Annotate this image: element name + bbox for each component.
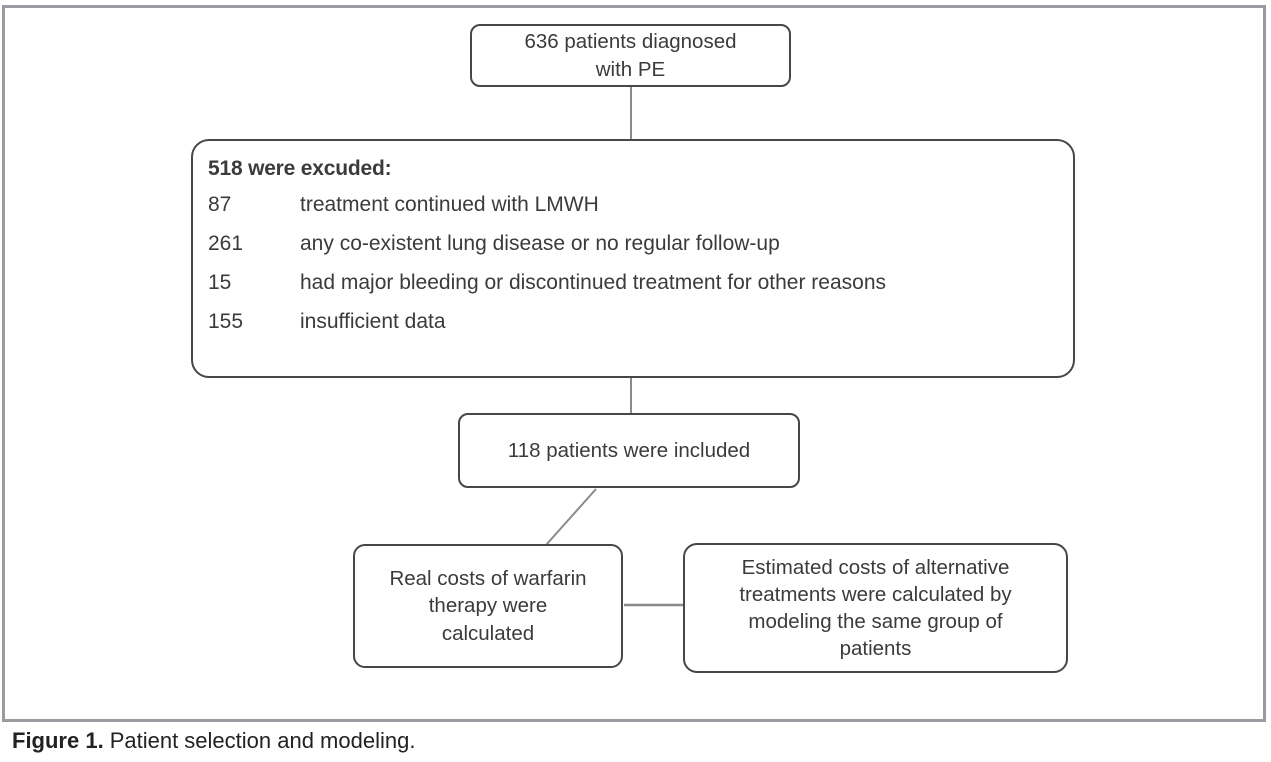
exclusion-row: 155 insufficient data xyxy=(208,310,1053,334)
figure-caption-label: Figure 1. xyxy=(12,728,104,753)
exclusion-reason: any co-existent lung disease or no regul… xyxy=(300,232,780,255)
exclusion-reason: insufficient data xyxy=(300,310,446,333)
exclusion-row: 15 had major bleeding or discontinued tr… xyxy=(208,271,1053,295)
exclusion-reason: had major bleeding or discontinued treat… xyxy=(300,271,887,294)
exclusion-count: 87 xyxy=(208,193,232,216)
exclusion-count: 261 xyxy=(208,232,244,255)
exclusion-count: 15 xyxy=(208,271,232,294)
included-patients-text: 118 patients were included xyxy=(507,438,751,462)
real-costs-box: Real costs of warfarin therapy were calc… xyxy=(353,544,623,668)
figure-caption-text: Patient selection and modeling. xyxy=(109,728,416,753)
exclusion-count: 155 xyxy=(208,310,244,333)
exclusion-reason: treatment continued with LMWH xyxy=(300,193,599,216)
real-costs-text: Real costs of warfarin therapy were calc… xyxy=(389,567,587,645)
figure-caption: Figure 1. Patient selection and modeling. xyxy=(12,728,415,754)
diagnosed-patients-text: 636 patients diagnosed with PE xyxy=(524,30,737,81)
estimated-costs-box: Estimated costs of alternative treatment… xyxy=(683,543,1068,673)
excluded-header: 518 were excuded: xyxy=(208,157,392,180)
included-patients-box: 118 patients were included xyxy=(458,413,800,488)
exclusion-row: 261 any co-existent lung disease or no r… xyxy=(208,232,1053,256)
diagnosed-patients-box: 636 patients diagnosed with PE xyxy=(470,24,791,87)
estimated-costs-text: Estimated costs of alternative treatment… xyxy=(739,555,1012,661)
exclusion-row: 87 treatment continued with LMWH xyxy=(208,193,1053,217)
excluded-patients-box: 518 were excuded: 87 treatment continued… xyxy=(191,139,1075,378)
